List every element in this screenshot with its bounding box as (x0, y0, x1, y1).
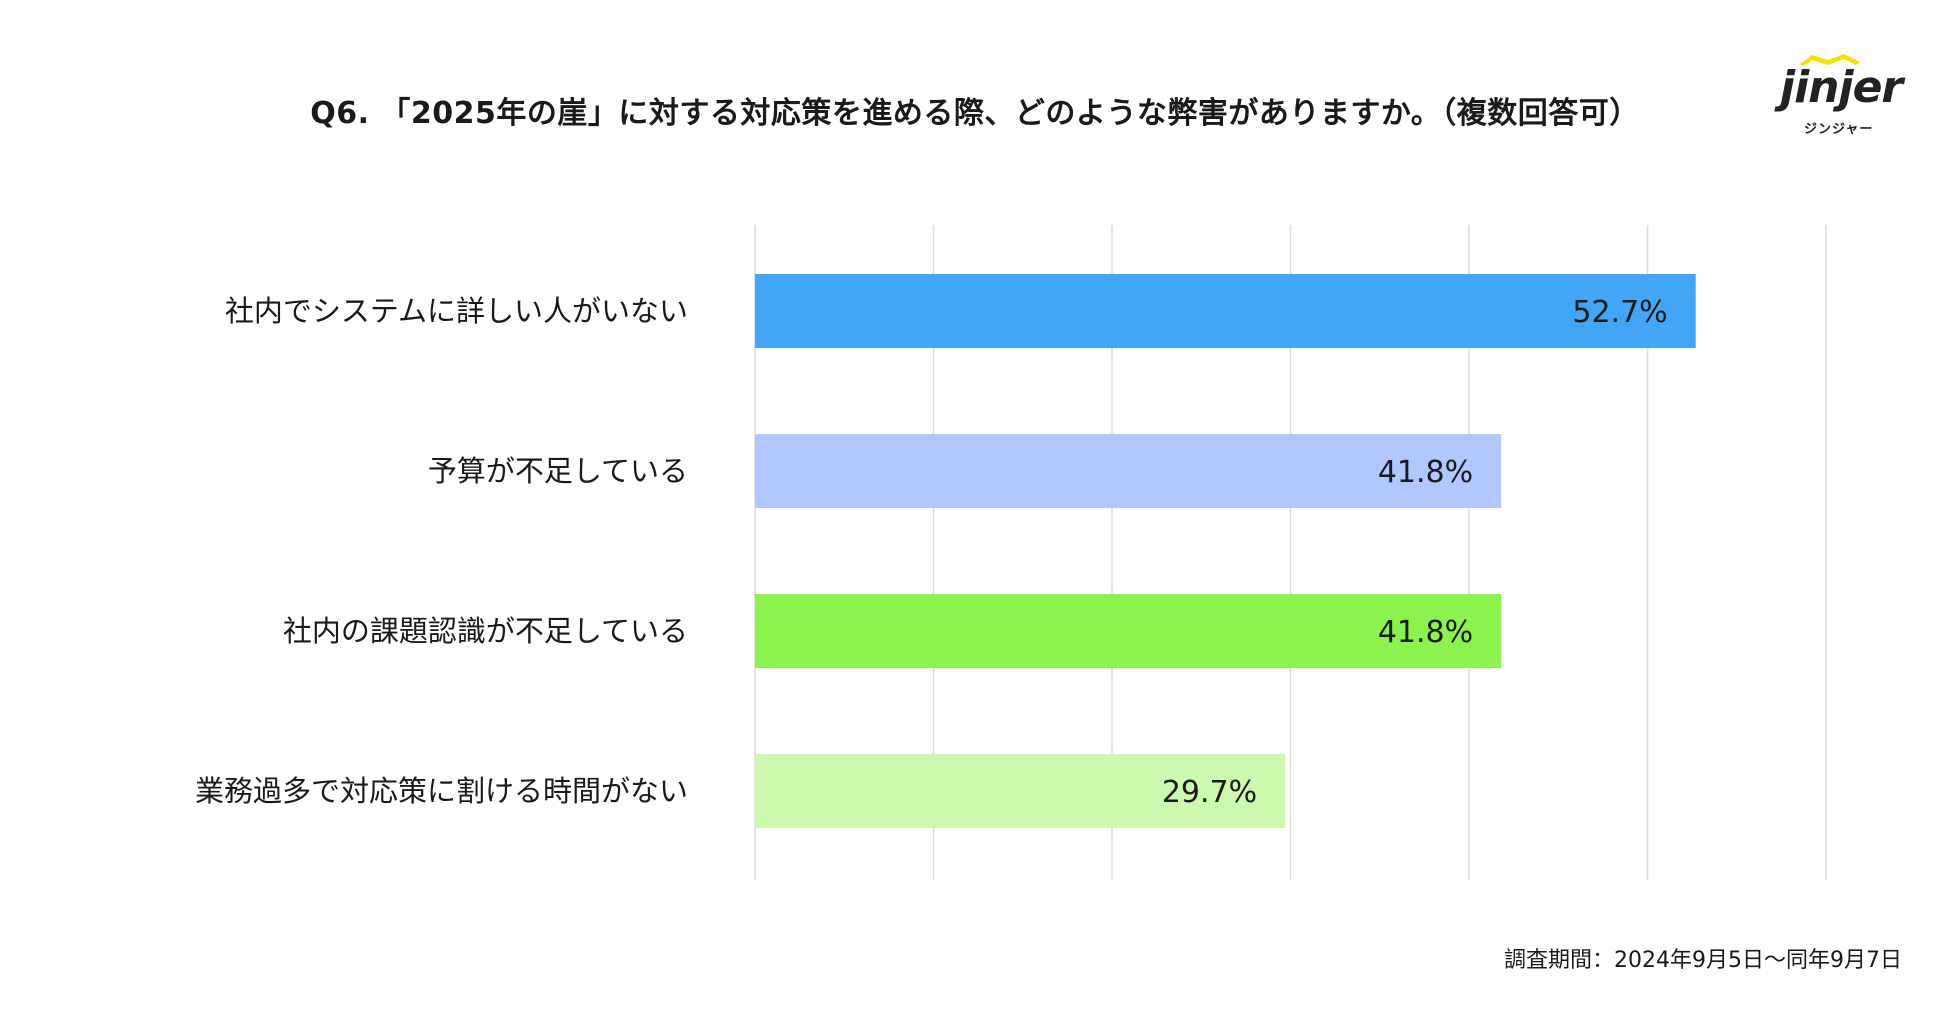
category-label-2: 予算が不足している (428, 454, 688, 488)
labels: 52.7% 社内でシステムに詳しい人がいない 41.8% 予算が不足している 41.8%… (195, 294, 1668, 810)
category-label-1: 社内でシステムに詳しい人がいない (225, 294, 688, 328)
survey-period-note: 調査期間：2024年9月5日〜同年9月7日 (1504, 948, 1902, 973)
bar-3 (755, 594, 1502, 668)
bars (755, 274, 1696, 828)
logo-subtext: ジンジャー (1804, 122, 1874, 137)
value-label-3: 41.8% (1378, 615, 1473, 650)
bar-4 (755, 754, 1286, 828)
value-label-2: 41.8% (1378, 455, 1473, 490)
value-label-1: 52.7% (1572, 295, 1667, 330)
jinjer-logo: jinjer ジンジャー (1768, 52, 1918, 142)
chart-title: Q6. 「2025年の崖」に対する対応策を進める際、どのような弊害がありますか。… (310, 96, 1640, 131)
logo-wordmark: jinjer (1780, 62, 1903, 113)
bar-1 (755, 274, 1696, 348)
logo-hat-icon (1800, 54, 1860, 66)
category-label-4: 業務過多で対応策に割ける時間がない (195, 774, 688, 808)
value-label-4: 29.7% (1162, 775, 1257, 810)
category-label-3: 社内の課題認識が不足している (283, 614, 688, 648)
bar-2 (755, 434, 1502, 508)
